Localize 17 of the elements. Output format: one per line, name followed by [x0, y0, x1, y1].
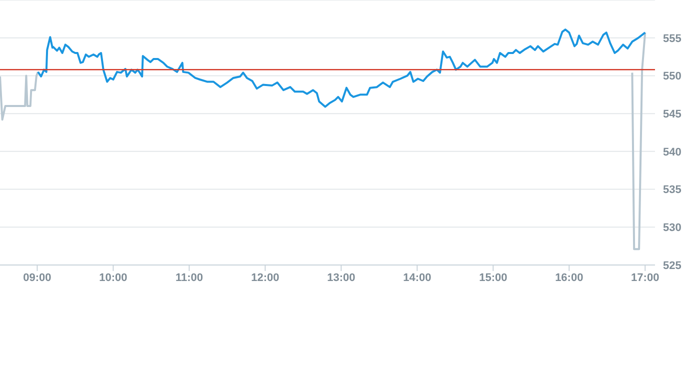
- y-tick-label: 530: [663, 222, 682, 234]
- y-tick-label: 540: [663, 146, 682, 158]
- x-tick-label: 10:00: [99, 272, 128, 284]
- y-tick-label: 535: [663, 184, 682, 196]
- y-tick-label: 525: [663, 260, 682, 272]
- y-tick-label: 545: [663, 108, 682, 120]
- y-tick-label: 555: [663, 32, 682, 45]
- x-tick-label: 12:00: [251, 272, 280, 284]
- x-tick-label: 17:00: [631, 272, 660, 284]
- x-tick-label: 11:00: [175, 272, 203, 284]
- y-tick-label: 550: [663, 70, 682, 83]
- x-tick-label: 15:00: [479, 272, 508, 284]
- x-tick-label: 14:00: [403, 272, 432, 284]
- x-tick-label: 13:00: [327, 272, 356, 284]
- line-series: [36, 28, 646, 108]
- x-tick-label: 09:00: [23, 272, 52, 284]
- x-tick-label: 16:00: [555, 272, 584, 284]
